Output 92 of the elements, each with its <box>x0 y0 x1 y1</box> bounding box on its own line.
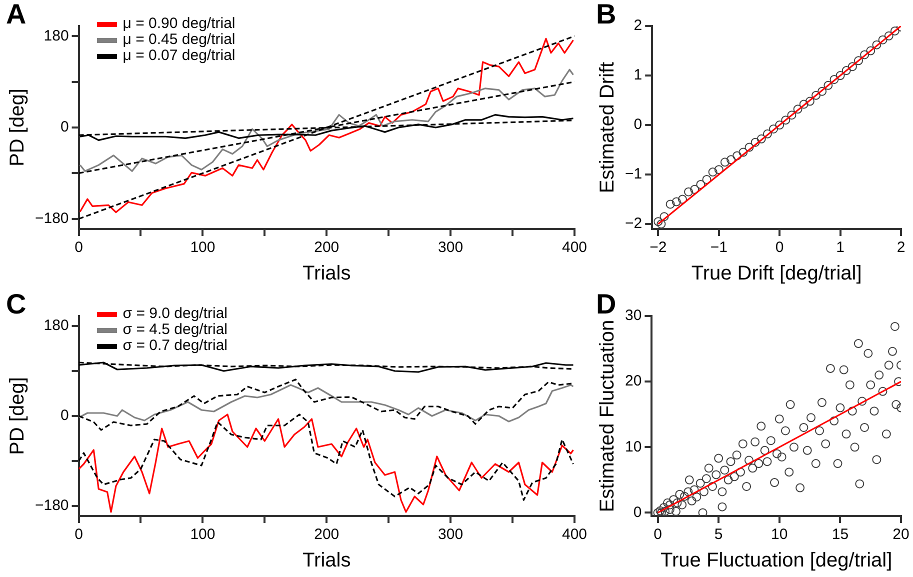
line-series <box>78 378 573 431</box>
y-tick-label: −2 <box>624 215 642 232</box>
y-tick-label: −180 <box>34 210 69 227</box>
point <box>842 66 851 76</box>
y-tick-label: 2 <box>634 17 642 34</box>
legend-label: μ = 0.90 deg/trial <box>122 15 236 32</box>
point <box>684 187 694 196</box>
x-tick-label: 20 <box>892 526 910 544</box>
chart-title: B <box>596 0 616 30</box>
x-tick-label: 2 <box>896 239 906 256</box>
point <box>812 90 821 100</box>
point <box>836 71 845 80</box>
point <box>787 110 796 120</box>
y-tick-label: −180 <box>34 497 69 514</box>
point <box>744 142 754 152</box>
y-tick-label: 0 <box>633 504 642 521</box>
point <box>781 116 790 125</box>
point <box>884 31 894 40</box>
point <box>732 151 742 160</box>
y-tick-label: 180 <box>44 27 69 44</box>
point <box>818 86 827 96</box>
y-axis-title: Estimated Drift <box>596 61 619 194</box>
y-tick-label: 0 <box>634 116 642 134</box>
x-tick-label: 0 <box>74 526 83 544</box>
point <box>672 197 681 206</box>
point <box>878 35 888 44</box>
chart-title: D <box>596 288 616 320</box>
point <box>775 120 784 130</box>
y-tick-label: 0 <box>60 118 69 136</box>
x-tick-label: 400 <box>562 239 587 256</box>
point <box>726 155 736 164</box>
point <box>824 80 833 90</box>
x-axis-title: Trials <box>302 262 351 285</box>
point <box>769 124 778 134</box>
x-tick-label: 400 <box>562 526 587 544</box>
x-axis-title: True Fluctuation [deg/trial] <box>660 550 892 572</box>
point <box>696 180 706 189</box>
point <box>890 26 900 36</box>
y-tick-label: 1 <box>634 66 642 84</box>
x-tick-label: 300 <box>438 239 464 256</box>
x-tick-label: 200 <box>314 239 340 256</box>
point <box>830 74 839 84</box>
point <box>872 40 882 50</box>
y-axis-title: Estimated Fluctuation <box>596 320 619 512</box>
legend-label: σ = 0.7 deg/trial <box>122 337 228 354</box>
y-tick-label: 180 <box>44 317 69 334</box>
point <box>660 212 669 222</box>
point <box>656 220 666 229</box>
y-axis-title: PD [deg] <box>6 88 29 166</box>
chart-title: C <box>6 288 26 320</box>
point <box>738 148 748 157</box>
point <box>866 46 876 56</box>
x-tick-label: 100 <box>190 526 216 544</box>
x-tick-label: 0 <box>775 239 784 256</box>
point <box>848 62 857 72</box>
y-tick-label: 10 <box>624 438 642 456</box>
point <box>708 168 718 177</box>
x-axis-title: True Drift [deg/trial] <box>691 262 862 285</box>
point <box>750 138 760 147</box>
point <box>854 56 864 66</box>
x-tick-label: 100 <box>190 239 216 256</box>
y-tick-label: 30 <box>624 307 642 324</box>
x-tick-label: 0 <box>74 239 83 256</box>
point <box>805 96 814 106</box>
chart-title: A <box>6 0 26 30</box>
point <box>860 50 870 60</box>
point <box>678 194 687 204</box>
point <box>666 200 675 209</box>
x-axis-title: Trials <box>302 550 351 572</box>
x-tick-label: 300 <box>438 526 464 544</box>
legend-label: μ = 0.07 deg/trial <box>122 47 236 64</box>
point <box>793 104 802 114</box>
point <box>720 158 730 167</box>
x-tick-label: −1 <box>710 239 728 256</box>
point <box>762 129 772 138</box>
y-tick-label: 20 <box>624 372 642 390</box>
y-tick-label: −1 <box>624 166 642 183</box>
legend-label: μ = 0.45 deg/trial <box>122 31 236 48</box>
x-tick-label: 15 <box>832 526 849 544</box>
point <box>654 217 663 226</box>
y-axis-title: PD [deg] <box>6 377 29 455</box>
x-tick-label: 10 <box>771 526 788 544</box>
x-tick-label: 1 <box>836 239 844 256</box>
point <box>799 100 808 109</box>
x-tick-label: −2 <box>650 239 667 256</box>
x-tick-label: 200 <box>314 526 340 544</box>
x-tick-label: 5 <box>714 526 723 544</box>
x-tick-label: 0 <box>654 526 662 544</box>
y-tick-label: 0 <box>60 407 69 424</box>
legend-label: σ = 9.0 deg/trial <box>122 305 228 322</box>
legend-label: σ = 4.5 deg/trial <box>122 321 228 338</box>
point <box>756 134 766 144</box>
